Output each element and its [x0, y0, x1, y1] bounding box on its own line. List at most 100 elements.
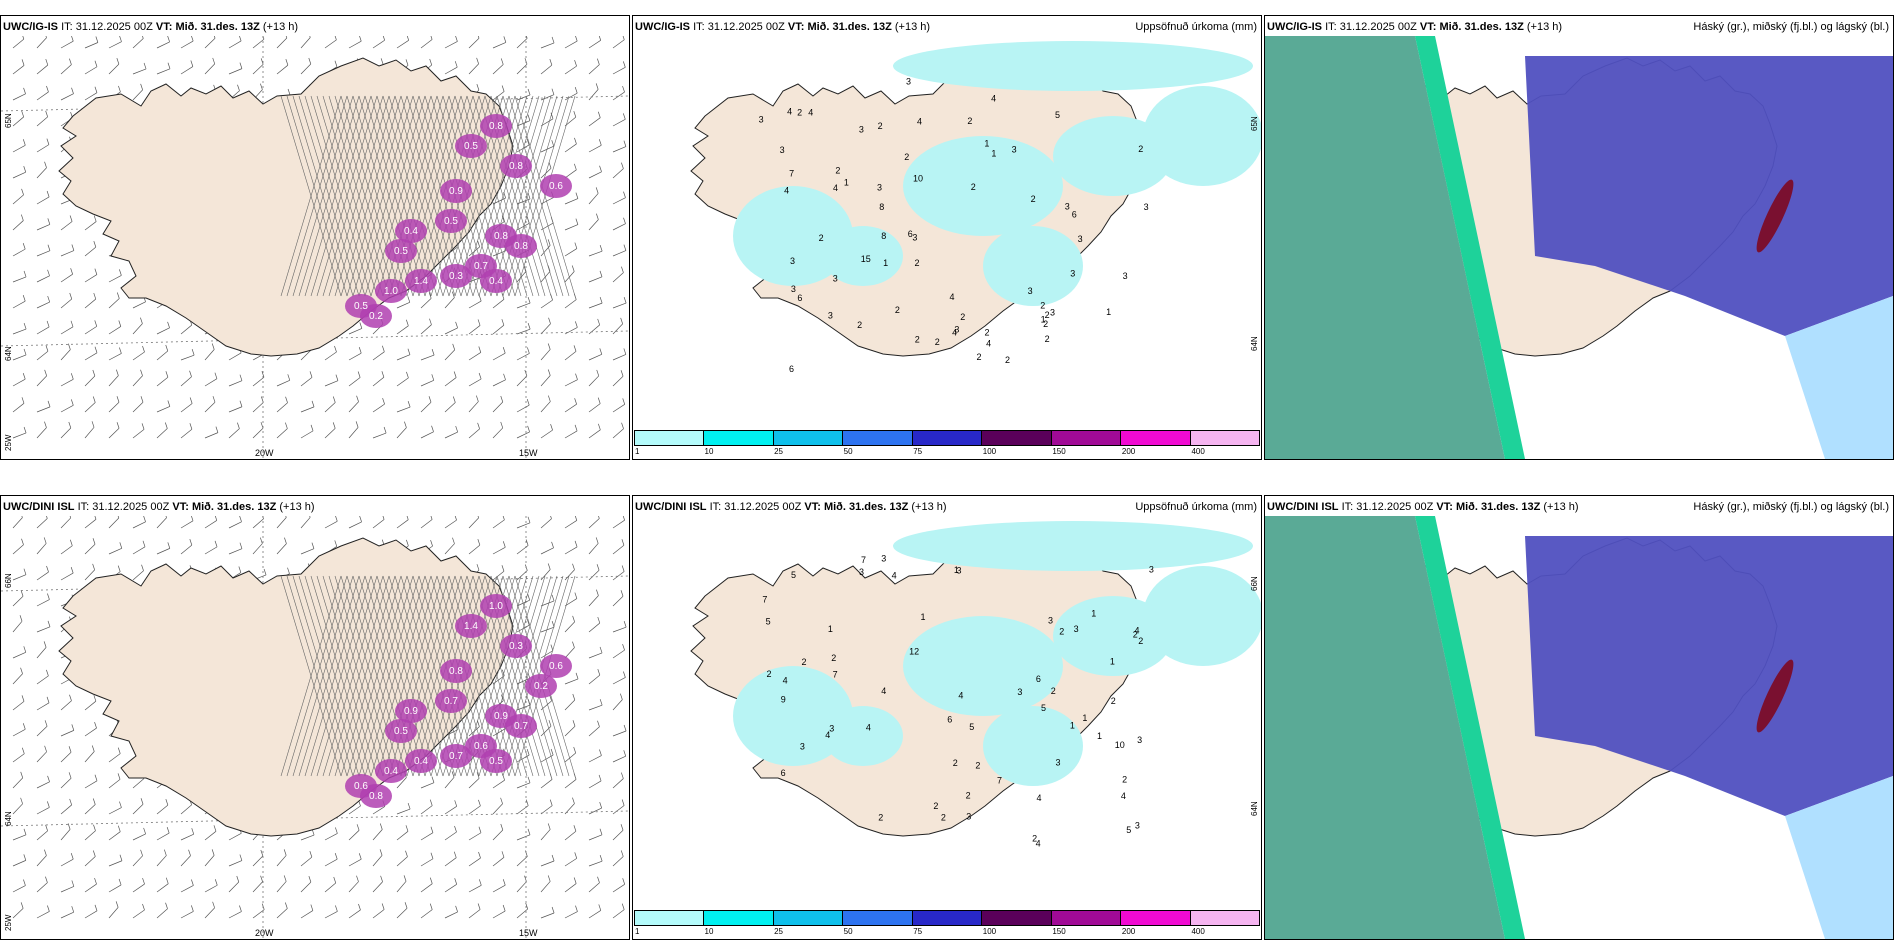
value-label: 2: [766, 669, 771, 679]
wind-barb: [36, 345, 49, 361]
hatch-line: [334, 575, 396, 777]
value-label: 0.5: [489, 756, 503, 767]
value-label: 4: [783, 676, 788, 686]
wind-barb: [468, 539, 481, 555]
lat-label: 65N: [4, 113, 13, 128]
mid-cloud-area: [1525, 536, 1893, 816]
value-label: 1: [828, 624, 833, 634]
wind-barb: [588, 537, 599, 555]
value-label: 0.8: [489, 121, 503, 132]
wind-barb: [36, 244, 51, 257]
wind-barb: [108, 854, 123, 867]
value-label: 3: [912, 233, 917, 243]
wind-barb: [36, 745, 47, 763]
wind-barb: [156, 799, 169, 815]
wind-barb: [540, 799, 553, 815]
wind-barb: [588, 111, 601, 127]
hatch-line: [340, 575, 402, 777]
wind-barb: [228, 875, 240, 893]
colorbar-ticks: 1 10 25 50 75 100 150 200 400: [634, 446, 1260, 458]
wind-barb: [564, 242, 578, 257]
cloud-map-svg: [1265, 36, 1893, 459]
wind-barb: [84, 396, 96, 413]
value-label: 4: [866, 723, 871, 733]
value-label: 3: [833, 273, 838, 283]
wind-barb: [132, 798, 144, 815]
wind-barb: [564, 516, 578, 529]
wind-barb: [252, 849, 264, 867]
hatch-line: [460, 95, 522, 297]
value-label: 4: [787, 107, 792, 117]
wind-barb: [468, 36, 480, 49]
wind-barb: [300, 542, 315, 555]
wind-barb: [132, 317, 143, 335]
vt-value: Mið. 31.des. 13Z: [1439, 21, 1524, 33]
value-labels: 1.00.30.60.80.70.90.5 0.70.60.50.70.40.40…: [354, 601, 563, 802]
value-label: 1: [984, 138, 989, 148]
wind-barb: [36, 58, 49, 75]
value-label: 1: [1041, 315, 1046, 325]
value-label: 0.4: [404, 226, 418, 237]
row2-cloud-map[interactable]: [1265, 516, 1893, 939]
wind-barb: [12, 516, 23, 529]
wind-barb: [420, 799, 433, 815]
value-label: 2: [1138, 636, 1143, 646]
row2-wind-map-panel: UWC/DINI ISL IT: 31.12.2025 00Z VT: Mið.…: [0, 495, 630, 940]
wind-barb: [444, 396, 456, 413]
value-label: 3: [1017, 687, 1022, 697]
precip-areas: [733, 41, 1261, 306]
value-label: 0.7: [514, 721, 528, 732]
lon-label: 20W: [255, 448, 274, 458]
value-label: 0.3: [509, 641, 523, 652]
row1-wind-map[interactable]: 0.8 0.8 0.6 0.9 0.5 0.4 0.5 0.8 0.7 0.4 0.3 1.4 1.0 0…: [1, 36, 629, 459]
it-label: IT:: [77, 501, 90, 513]
vt-label: VT:: [787, 21, 805, 33]
wind-barb: [444, 851, 457, 867]
wind-barb: [444, 771, 455, 789]
colorbar-cell: [1190, 911, 1259, 925]
wind-barb: [132, 827, 146, 841]
precip-blob: [440, 264, 472, 288]
wind-barb: [84, 268, 98, 283]
wind-barb: [348, 824, 360, 841]
row2-wind-map[interactable]: 1.0 0.3 0.6 0.8 0.7 0.9 0.5 0.7 0.6 0.5 0.7 0.4 0.4 0…: [1, 516, 629, 939]
value-label: 0.9: [404, 706, 418, 717]
value-label: 3: [800, 742, 805, 752]
wind-barb: [12, 110, 25, 127]
wind-barb: [540, 773, 553, 789]
wind-barb: [372, 371, 385, 387]
wind-barb: [60, 798, 73, 815]
value-label: 0.9: [494, 711, 508, 722]
wind-barb: [540, 294, 553, 309]
wind-barb: [12, 295, 26, 309]
wind-barb: [372, 426, 387, 439]
wind-barb: [36, 801, 50, 815]
value-label: 6: [1036, 674, 1041, 684]
wind-barb: [12, 188, 24, 205]
value-label: 0.8: [494, 231, 508, 242]
wind-barb: [36, 620, 51, 633]
wind-barb: [372, 36, 385, 49]
value-label: 2: [1133, 630, 1138, 640]
value-label: 0.4: [384, 766, 398, 777]
wind-barb: [84, 369, 96, 387]
wind-barb: [180, 516, 194, 529]
hatch-line: [388, 575, 450, 777]
wind-barb: [564, 773, 577, 789]
value-label: 7: [789, 169, 794, 179]
wind-barb: [564, 192, 579, 205]
wind-barb: [252, 58, 264, 75]
wind-barb: [156, 371, 169, 387]
wind-barb: [12, 828, 27, 841]
value-label: 4: [1121, 791, 1126, 801]
row1-cloud-map[interactable]: [1265, 36, 1893, 459]
wind-barb: [516, 425, 530, 439]
value-label: 1: [844, 177, 849, 187]
model-name: UWC/DINI ISL: [3, 501, 75, 513]
hatch-line: [448, 575, 510, 777]
wind-barb: [228, 854, 243, 867]
row2-precip-map[interactable]: 2 1 1 1 1 2 2 3 5 2 3 6 2 4 2 2 3 4 5 4 6 4 10 4 2 3 9 2 2 4 7 5 2 1 5 4 7 3 1…: [633, 516, 1261, 939]
wind-barb: [516, 619, 530, 633]
